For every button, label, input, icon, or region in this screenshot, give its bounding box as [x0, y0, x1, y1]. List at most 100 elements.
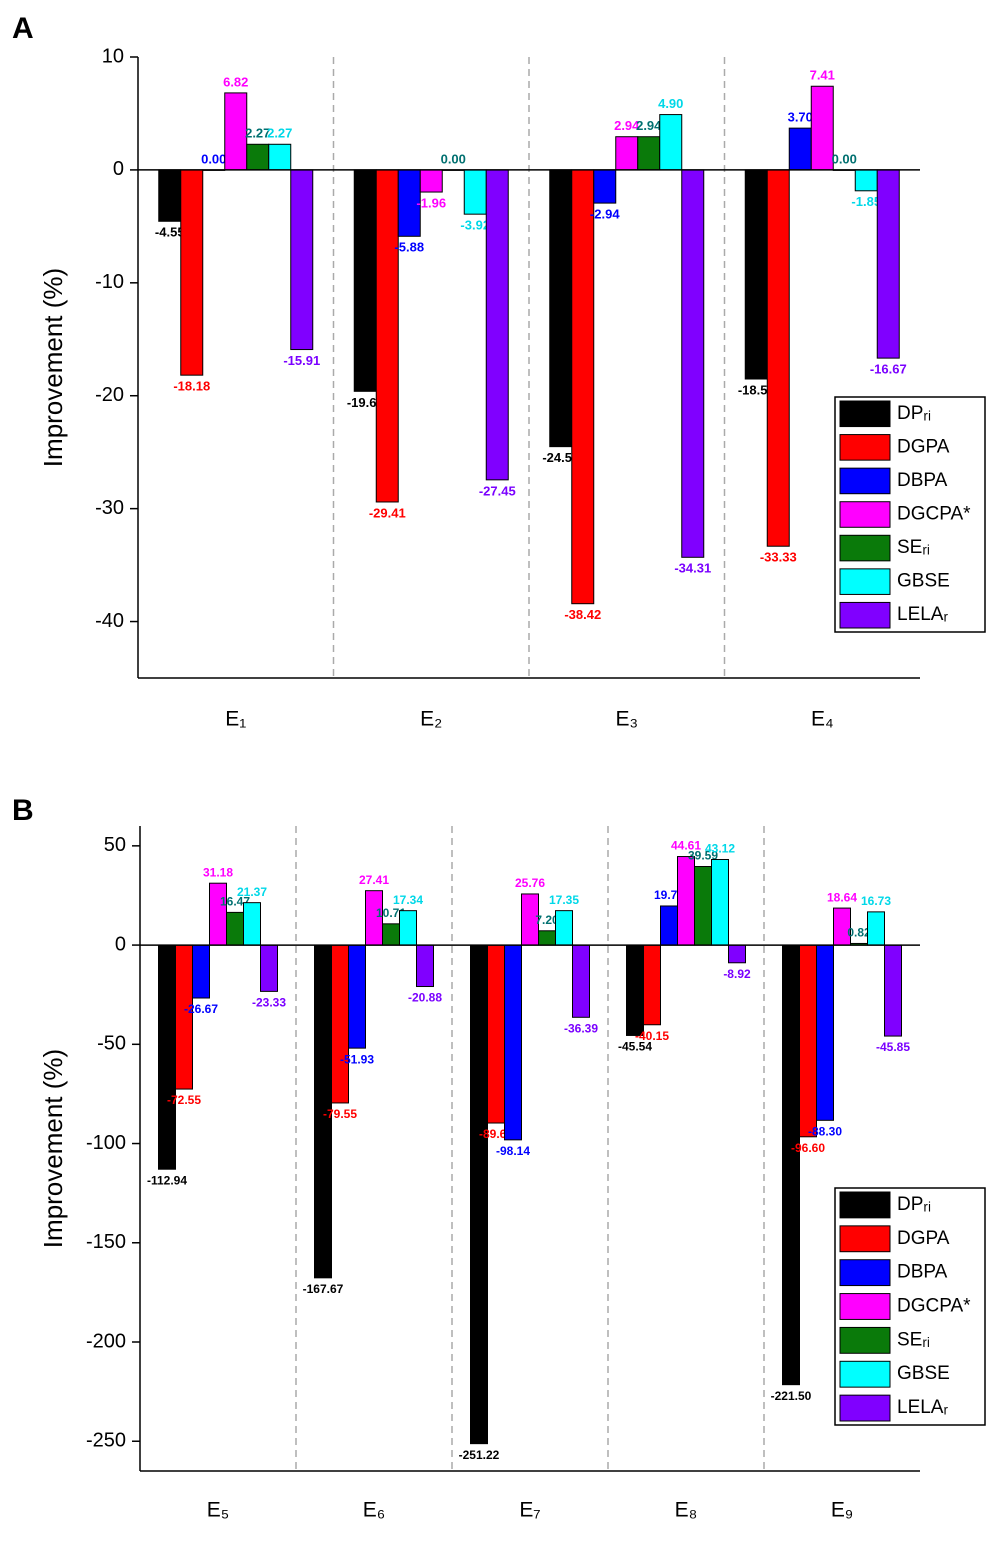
value-label: -40.15 — [635, 1029, 669, 1043]
value-label: 4.90 — [658, 96, 683, 111]
bar — [399, 910, 417, 946]
bar — [677, 856, 695, 946]
panel-label: B — [12, 794, 34, 827]
bar — [158, 169, 182, 222]
bar — [175, 944, 193, 1090]
y-tick-label: -250 — [86, 1430, 126, 1452]
value-label: 43.12 — [705, 842, 735, 856]
y-tick-label: -200 — [86, 1330, 126, 1352]
value-label: 2.94 — [636, 118, 662, 133]
value-label: -18.18 — [173, 379, 210, 394]
bar — [615, 136, 639, 171]
value-label: -96.60 — [791, 1141, 825, 1155]
value-label: 7.41 — [810, 68, 835, 83]
legend-label: SEᵣᵢ — [897, 1329, 930, 1350]
legend-swatch — [839, 467, 891, 495]
bar — [637, 136, 661, 171]
value-label: 0.82 — [847, 926, 871, 940]
y-tick-label: -10 — [95, 271, 124, 293]
bar — [782, 944, 800, 1386]
bar — [463, 169, 487, 215]
bar — [810, 85, 834, 171]
x-tick-label: E₅ — [207, 1499, 229, 1522]
x-tick-label: E₈ — [675, 1499, 698, 1522]
value-label: 0.00 — [201, 151, 226, 166]
legend-swatch — [839, 1360, 891, 1388]
legend-swatch — [839, 568, 891, 595]
bar — [416, 944, 434, 988]
legend-label: DGCPA* — [897, 1296, 971, 1317]
value-label: 44.61 — [671, 839, 701, 853]
bar — [694, 866, 712, 946]
bar — [224, 92, 248, 171]
value-label: 27.41 — [359, 873, 389, 887]
value-label: -72.55 — [167, 1093, 201, 1107]
legend-label: LELAᵣ — [897, 1397, 948, 1418]
bar — [243, 902, 261, 946]
bar — [626, 944, 644, 1036]
bar — [660, 905, 678, 946]
value-label: 31.18 — [203, 865, 233, 879]
value-label: 17.34 — [393, 893, 423, 907]
value-label: 25.76 — [515, 876, 545, 890]
y-tick-label: 0 — [113, 158, 124, 180]
legend-swatch — [839, 1394, 891, 1422]
bar — [246, 143, 270, 171]
value-label: 2.27 — [245, 126, 270, 141]
y-axis-label: Improvement (%) — [38, 1049, 68, 1248]
panel: B Improvement (%) -250 -200 -150 -100 -50 0 50 E₅… — [12, 794, 986, 1522]
bar — [766, 169, 790, 547]
bar — [876, 169, 900, 359]
y-axis-label: Improvement (%) — [38, 268, 68, 467]
bar — [268, 143, 292, 171]
bar — [854, 169, 878, 192]
bar — [485, 169, 509, 481]
bar — [226, 911, 244, 946]
bar — [711, 859, 729, 946]
value-label: 10.71 — [376, 906, 406, 920]
value-label: -251.22 — [459, 1448, 500, 1462]
legend-swatch — [839, 534, 891, 562]
legend-label: DGPA — [897, 1228, 950, 1249]
legend-label: LELAᵣ — [897, 604, 948, 625]
bar — [504, 944, 522, 1141]
panel: A Improvement (%) -40 -30 -20 -10 0 10 E₁ -4.55 -1… — [12, 12, 986, 731]
value-label: -16.67 — [870, 362, 907, 377]
value-label: -1.96 — [416, 195, 446, 210]
x-tick-label: E₇ — [519, 1499, 540, 1522]
y-tick-label: 10 — [102, 45, 124, 67]
legend-label: DBPA — [897, 470, 948, 491]
value-label: -112.94 — [147, 1173, 187, 1187]
bar — [260, 944, 278, 992]
value-label: 39.59 — [688, 849, 718, 863]
bar — [158, 944, 176, 1170]
bar — [549, 169, 573, 448]
y-tick-label: -20 — [95, 384, 124, 406]
value-label: -88.30 — [808, 1124, 842, 1138]
y-tick-label: 50 — [104, 834, 126, 856]
bar — [659, 114, 683, 171]
bar — [572, 944, 590, 1018]
panel-label: A — [12, 12, 34, 45]
bar — [867, 911, 885, 946]
value-label: -18.52 — [738, 382, 775, 397]
bar — [555, 910, 573, 946]
value-label: -5.88 — [394, 240, 424, 255]
legend-swatch — [839, 501, 891, 528]
value-label: 0.00 — [441, 151, 466, 166]
value-label: -34.31 — [674, 561, 711, 576]
value-label: -1.85 — [851, 194, 881, 209]
bar — [375, 169, 399, 503]
bar — [593, 169, 617, 204]
legend-label: DPᵣᵢ — [897, 403, 931, 424]
legend-swatch — [839, 1293, 891, 1320]
value-label: -36.39 — [564, 1021, 598, 1035]
bar — [209, 882, 227, 946]
legend-swatch — [839, 601, 891, 629]
bar — [643, 944, 661, 1026]
value-label: -24.51 — [542, 450, 579, 465]
value-label: 7.20 — [535, 913, 559, 927]
legend-label: SEᵣᵢ — [897, 537, 930, 558]
value-label: -98.14 — [496, 1144, 530, 1158]
legend-label: GBSE — [897, 571, 950, 592]
